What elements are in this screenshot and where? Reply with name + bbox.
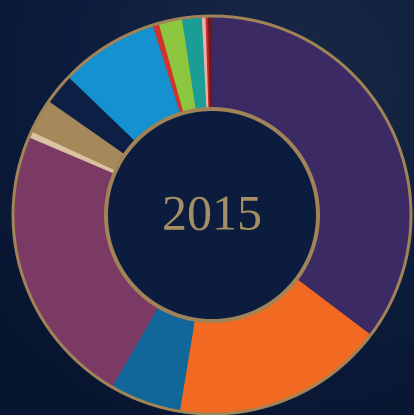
center-label: 2015 [162, 184, 262, 240]
chart: 2015 [0, 0, 414, 415]
page: 2015 (() => { const data = JSON.parse(do… [0, 0, 414, 415]
